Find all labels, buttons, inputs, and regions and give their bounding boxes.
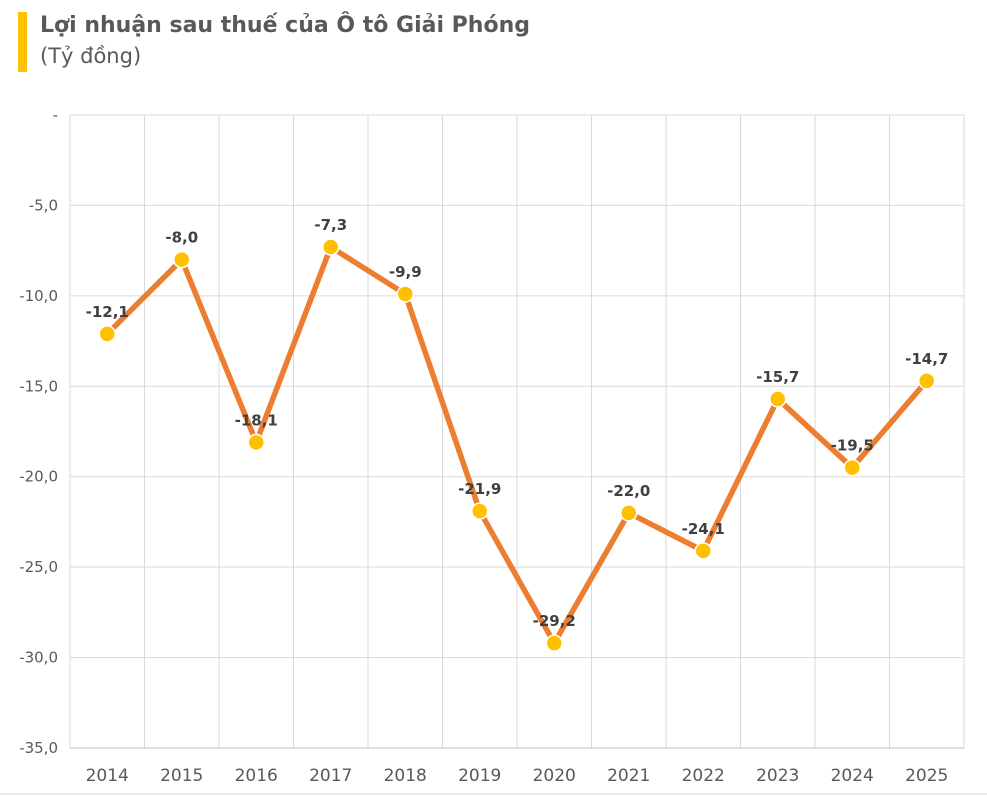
data-point-label: -15,7 bbox=[756, 368, 799, 386]
x-tick-label: 2021 bbox=[607, 766, 650, 786]
data-point-marker bbox=[98, 325, 116, 343]
x-tick-label: 2016 bbox=[235, 766, 278, 786]
x-tick-label: 2017 bbox=[309, 766, 352, 786]
data-point-label: -7,3 bbox=[314, 216, 347, 234]
x-tick-label: 2024 bbox=[831, 766, 874, 786]
series-line bbox=[104, 244, 930, 646]
x-tick-label: 2025 bbox=[905, 766, 948, 786]
data-point-marker bbox=[247, 433, 265, 452]
y-tick-label: -30,0 bbox=[19, 649, 58, 667]
data-point-label: -21,9 bbox=[458, 480, 501, 498]
chart-header: Lợi nhuận sau thuế của Ô tô Giải Phóng (… bbox=[0, 0, 987, 83]
x-tick-label: 2014 bbox=[86, 766, 129, 786]
data-point-label: -8,0 bbox=[165, 229, 198, 247]
y-tick-label: -25,0 bbox=[19, 558, 58, 576]
chart-subtitle: (Tỷ đồng) bbox=[40, 43, 142, 68]
chart-title: Lợi nhuận sau thuế của Ô tô Giải Phóng bbox=[40, 13, 530, 38]
y-tick-label: -35,0 bbox=[19, 739, 58, 757]
data-point-marker bbox=[843, 458, 861, 477]
data-point-label: -22,0 bbox=[607, 482, 650, 500]
data-point-marker bbox=[769, 390, 787, 408]
data-point-marker bbox=[545, 634, 563, 652]
data-point-marker bbox=[173, 250, 191, 269]
data-point-marker bbox=[396, 285, 414, 303]
data-point-label: -24,1 bbox=[682, 520, 725, 538]
x-tick-label: 2019 bbox=[458, 766, 501, 786]
x-tick-label: 2015 bbox=[160, 766, 203, 786]
y-tick-label: -20,0 bbox=[19, 468, 58, 486]
data-point-label: -12,1 bbox=[86, 303, 129, 321]
y-tick-label: -10,0 bbox=[19, 287, 58, 305]
y-tick-label: -5,0 bbox=[29, 196, 58, 214]
data-point-marker bbox=[322, 238, 340, 256]
x-tick-label: 2018 bbox=[384, 766, 427, 786]
title-accent-bar bbox=[18, 12, 27, 72]
x-tick-label: 2020 bbox=[533, 766, 576, 786]
y-tick-label: - bbox=[53, 106, 58, 124]
y-tick-label: -15,0 bbox=[19, 377, 58, 395]
x-tick-label: 2023 bbox=[756, 766, 799, 786]
line-chart: - -5,0 -10,0 -15,0 -20,0 -25,0 -30,0 -35,0 2014 2… bbox=[0, 106, 987, 795]
title-block: Lợi nhuận sau thuế của Ô tô Giải Phóng (… bbox=[40, 12, 530, 70]
data-point-marker bbox=[620, 504, 638, 522]
data-point-label: -18,1 bbox=[235, 411, 278, 429]
data-point-label: -29,2 bbox=[533, 612, 576, 630]
data-point-label: -9,9 bbox=[389, 263, 422, 281]
x-tick-label: 2022 bbox=[682, 766, 725, 786]
data-point-marker bbox=[918, 372, 936, 390]
data-point-marker bbox=[694, 542, 712, 560]
data-point-marker bbox=[471, 502, 489, 520]
data-point-label: -19,5 bbox=[831, 437, 874, 455]
data-point-label: -14,7 bbox=[905, 350, 948, 368]
chart-area: - -5,0 -10,0 -15,0 -20,0 -25,0 -30,0 -35,0 2014 2… bbox=[0, 95, 987, 796]
